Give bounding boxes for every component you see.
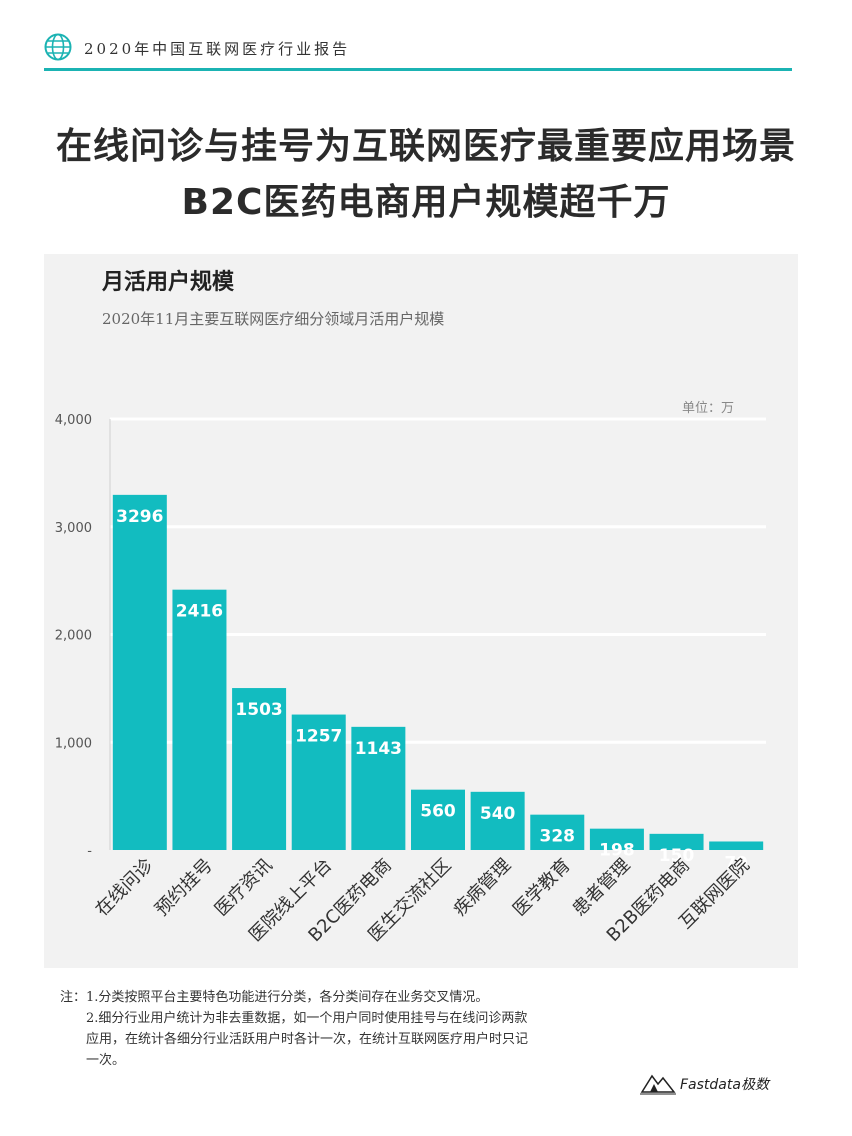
data-label: 198 [599,841,635,861]
y-tick-label: 3,000 [55,521,92,536]
chart-title: 月活用户规模 [102,270,235,295]
x-tick-label: 疾病管理 [449,855,515,921]
y-tick-label: - [87,844,92,859]
brand-logo-text: Fastdata极数 [680,1077,769,1093]
globe-icon [44,33,72,61]
data-label: 150 [659,846,695,866]
data-label: 2416 [176,602,223,622]
report-title: 2020年中国互联网医疗行业报告 [84,40,351,58]
bar [649,833,704,850]
data-label: 1503 [235,700,282,720]
headline-line1: 在线问诊与挂号为互联网医疗最重要应用场景 [55,126,796,167]
bar [112,494,167,850]
note-line3: 应用，在统计各细分行业活跃用户时各计一次，在统计互联网医疗用户时只记 [86,1032,529,1047]
bar [411,789,465,850]
data-label: 560 [420,802,456,822]
bar [470,791,525,850]
data-label: 79 [724,853,748,873]
mountain-logo-icon [640,1074,676,1095]
x-tick-label: 医学教育 [509,855,575,921]
note-line2: 2.细分行业用户统计为非去重数据，如一个用户同时使用挂号与在线问诊两款 [86,1011,528,1026]
data-label: 540 [480,804,516,824]
y-tick-label: 1,000 [55,736,92,751]
header-rule [44,68,792,71]
data-label: 1143 [355,739,402,759]
bar [172,589,227,850]
bar [351,726,406,850]
data-label: 1257 [295,727,342,747]
data-label: 3296 [116,507,163,527]
y-tick-label: 4,000 [55,413,92,428]
unit-label: 单位：万 [682,401,735,416]
y-tick-label: 2,000 [55,629,92,644]
bar [709,841,764,850]
bar [232,688,287,850]
x-tick-label: 预约挂号 [151,855,217,921]
data-label: 328 [540,827,576,847]
headline-line2: B2C医药电商用户规模超千万 [181,182,671,223]
bar [291,714,346,850]
chart-subtitle: 2020年11月主要互联网医疗细分领域月活用户规模 [102,310,445,328]
note-line1: 注：1.分类按照平台主要特色功能进行分类，各分类间存在业务交叉情况。 [60,990,489,1005]
note-line4: 一次。 [86,1053,126,1068]
x-tick-label: 在线问诊 [92,855,158,921]
bar [530,814,585,850]
bar [589,828,644,850]
